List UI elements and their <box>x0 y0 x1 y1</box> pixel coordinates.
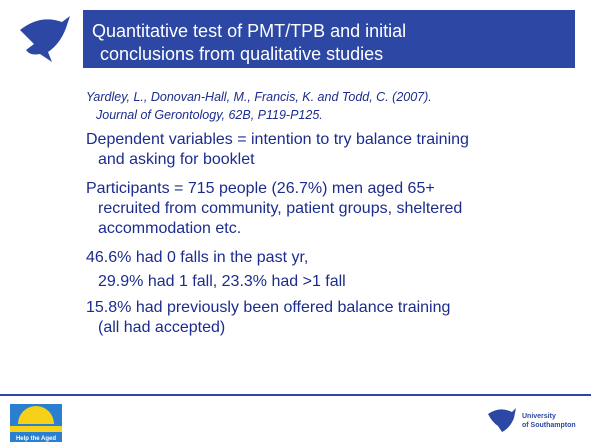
body: Dependent variables = intention to try b… <box>86 131 469 336</box>
southampton-logo: University of Southampton <box>488 408 576 432</box>
body-line: recruited from community, patient groups… <box>98 200 462 217</box>
title-banner <box>83 10 575 68</box>
logo-text: University <box>522 413 556 420</box>
body-line: Participants = 715 people (26.7%) men ag… <box>86 180 435 197</box>
body-line: and asking for booklet <box>98 151 255 168</box>
body-line: Dependent variables = intention to try b… <box>86 131 469 148</box>
body-line: 46.6% had 0 falls in the past yr, <box>86 249 308 266</box>
logo-text: of Southampton <box>522 422 576 429</box>
body-line: 15.8% had previously been offered balanc… <box>86 299 450 316</box>
body-line: (all had accepted) <box>98 319 225 336</box>
body-line: accommodation etc. <box>98 220 241 237</box>
title-line: conclusions from qualitative studies <box>100 44 383 64</box>
help-the-aged-logo: Help the Aged <box>10 404 62 442</box>
title-line: Quantitative test of PMT/TPB and initial <box>92 21 406 41</box>
citation-line: Journal of Gerontology, 62B, P119-P125. <box>95 108 323 122</box>
dolphin-logo <box>14 12 74 64</box>
citation-line: Yardley, L., Donovan-Hall, M., Francis, … <box>86 90 432 104</box>
body-line: 29.9% had 1 fall, 23.3% had >1 fall <box>98 273 346 290</box>
logo-text: Help the Aged <box>16 436 56 442</box>
